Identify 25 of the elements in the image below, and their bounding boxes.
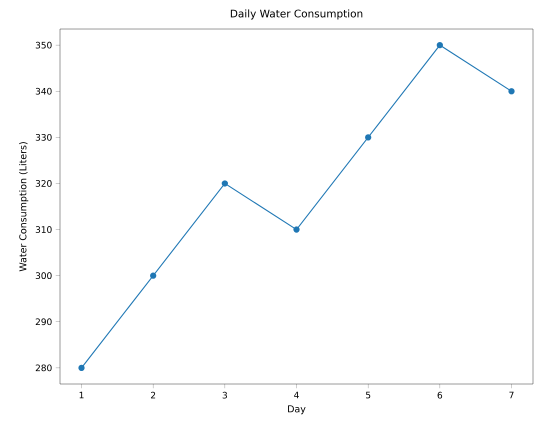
point [150,272,156,279]
x-tick-label: 5 [366,392,370,398]
point [365,134,372,140]
y-tick-label: 340 [36,88,52,95]
x-tick-label: 3 [222,392,227,399]
x-tick-label: 4 [294,392,299,398]
y-tick-label: 330 [36,134,52,141]
y-axis-title: Water Consumption (Liters) [19,142,28,272]
y-tick-label: 300 [36,272,52,280]
point [508,88,515,94]
x-tick-label: 7 [509,392,514,398]
y-tick-label: 320 [36,180,52,187]
y-tick-label: 350 [36,42,52,49]
y-tick-label: 280 [36,364,52,372]
chart-title: Daily Water Consumption [230,9,362,20]
point [222,180,228,187]
y-tick-label: 290 [36,318,52,326]
y-tick-label: 310 [36,226,52,233]
x-axis-title: Day [288,405,306,414]
point [78,364,85,372]
x-tick-label: 6 [438,392,442,399]
point [293,226,300,233]
point [436,42,443,48]
x-tick-label: 1 [80,392,84,398]
x-tick-label: 2 [150,392,156,398]
